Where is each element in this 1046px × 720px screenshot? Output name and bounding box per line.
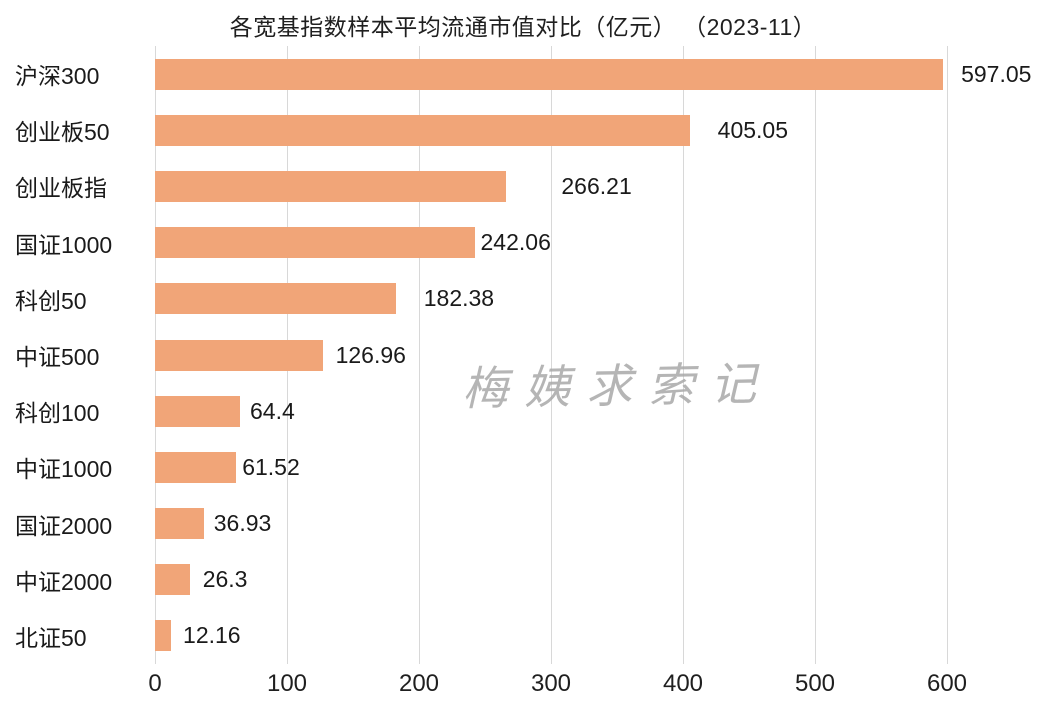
x-tick-label: 100	[266, 670, 308, 697]
bar	[155, 508, 204, 540]
bar	[155, 227, 475, 259]
value-label: 182.38	[423, 285, 495, 312]
category-label: 国证2000	[15, 512, 113, 539]
category-label: 创业板指	[15, 175, 107, 202]
bar	[155, 114, 690, 146]
bar	[155, 620, 172, 652]
value-label: 597.05	[961, 60, 1032, 87]
category-label: 科创50	[15, 287, 87, 314]
value-label: 61.52	[242, 453, 300, 480]
gridline	[815, 46, 816, 664]
value-label: 36.93	[213, 510, 272, 537]
chart-title: 各宽基指数样本平均流通市值对比（亿元） （2023-11）	[229, 14, 817, 40]
gridline	[683, 46, 684, 664]
bar	[155, 58, 944, 90]
bar	[155, 395, 240, 427]
value-label: 242.06	[480, 229, 551, 256]
x-tick-label: 300	[530, 670, 572, 697]
x-tick-label: 0	[148, 670, 162, 697]
gridline	[551, 46, 552, 664]
value-label: 12.16	[183, 622, 241, 649]
category-label: 国证1000	[15, 231, 113, 258]
plot-area: 597.05 405.05 266.21 242.06 182.38 126.96 64.4…	[155, 46, 1031, 664]
category-label: 中证1000	[15, 456, 113, 483]
category-label: 沪深300	[15, 63, 100, 90]
category-label: 科创100	[15, 400, 100, 427]
x-tick-label: 200	[398, 670, 440, 697]
category-label: 创业板50	[15, 119, 110, 146]
bar	[155, 170, 507, 202]
value-label: 26.3	[202, 566, 248, 593]
value-label: 266.21	[561, 172, 632, 199]
bar	[155, 283, 396, 315]
bar	[155, 564, 190, 596]
x-tick-label: 600	[926, 670, 968, 697]
category-label: 中证500	[15, 343, 100, 370]
gridline	[419, 46, 420, 664]
value-label: 64.4	[250, 397, 295, 424]
x-tick-label: 400	[662, 670, 704, 697]
value-label: 126.96	[335, 341, 406, 368]
value-label: 405.05	[717, 116, 789, 143]
category-label: 中证2000	[15, 568, 113, 595]
x-tick-label: 500	[794, 670, 836, 697]
gridline	[947, 46, 948, 664]
bar	[155, 451, 237, 483]
bar	[155, 339, 323, 371]
category-label: 北证50	[15, 624, 87, 651]
